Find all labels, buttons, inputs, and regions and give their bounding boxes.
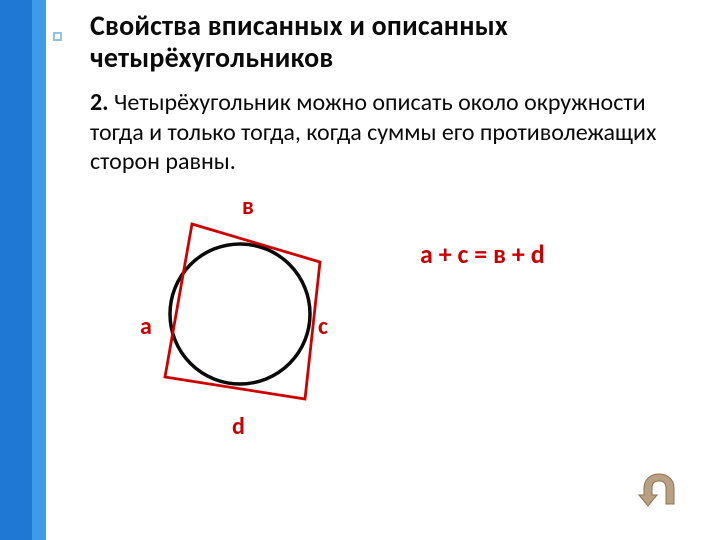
label-b: в — [242, 192, 254, 221]
left-accent-border — [0, 0, 46, 540]
theorem-text: 2. Четырёхугольник можно описать около о… — [90, 88, 690, 176]
label-d: d — [232, 412, 245, 441]
inscribed-circle-diagram: а в с d — [130, 194, 340, 424]
slide-title: Свойства вписанных и описанных четырёхуг… — [90, 10, 690, 74]
theorem-body: Четырёхугольник можно описать около окру… — [90, 88, 656, 176]
label-a: а — [140, 312, 152, 341]
equation: а + с = в + d — [420, 238, 545, 270]
label-c: с — [318, 312, 328, 341]
u-turn-arrow-icon — [638, 470, 680, 508]
theorem-number: 2. — [90, 88, 109, 117]
quadrilateral — [165, 224, 320, 399]
circle — [170, 244, 310, 384]
figure-area: а в с d а + с = в + d — [90, 194, 690, 444]
stripe-secondary — [32, 0, 46, 540]
slide-content: Свойства вписанных и описанных четырёхуг… — [90, 10, 690, 444]
corner-square-accent — [53, 32, 62, 41]
back-button[interactable] — [638, 470, 680, 508]
